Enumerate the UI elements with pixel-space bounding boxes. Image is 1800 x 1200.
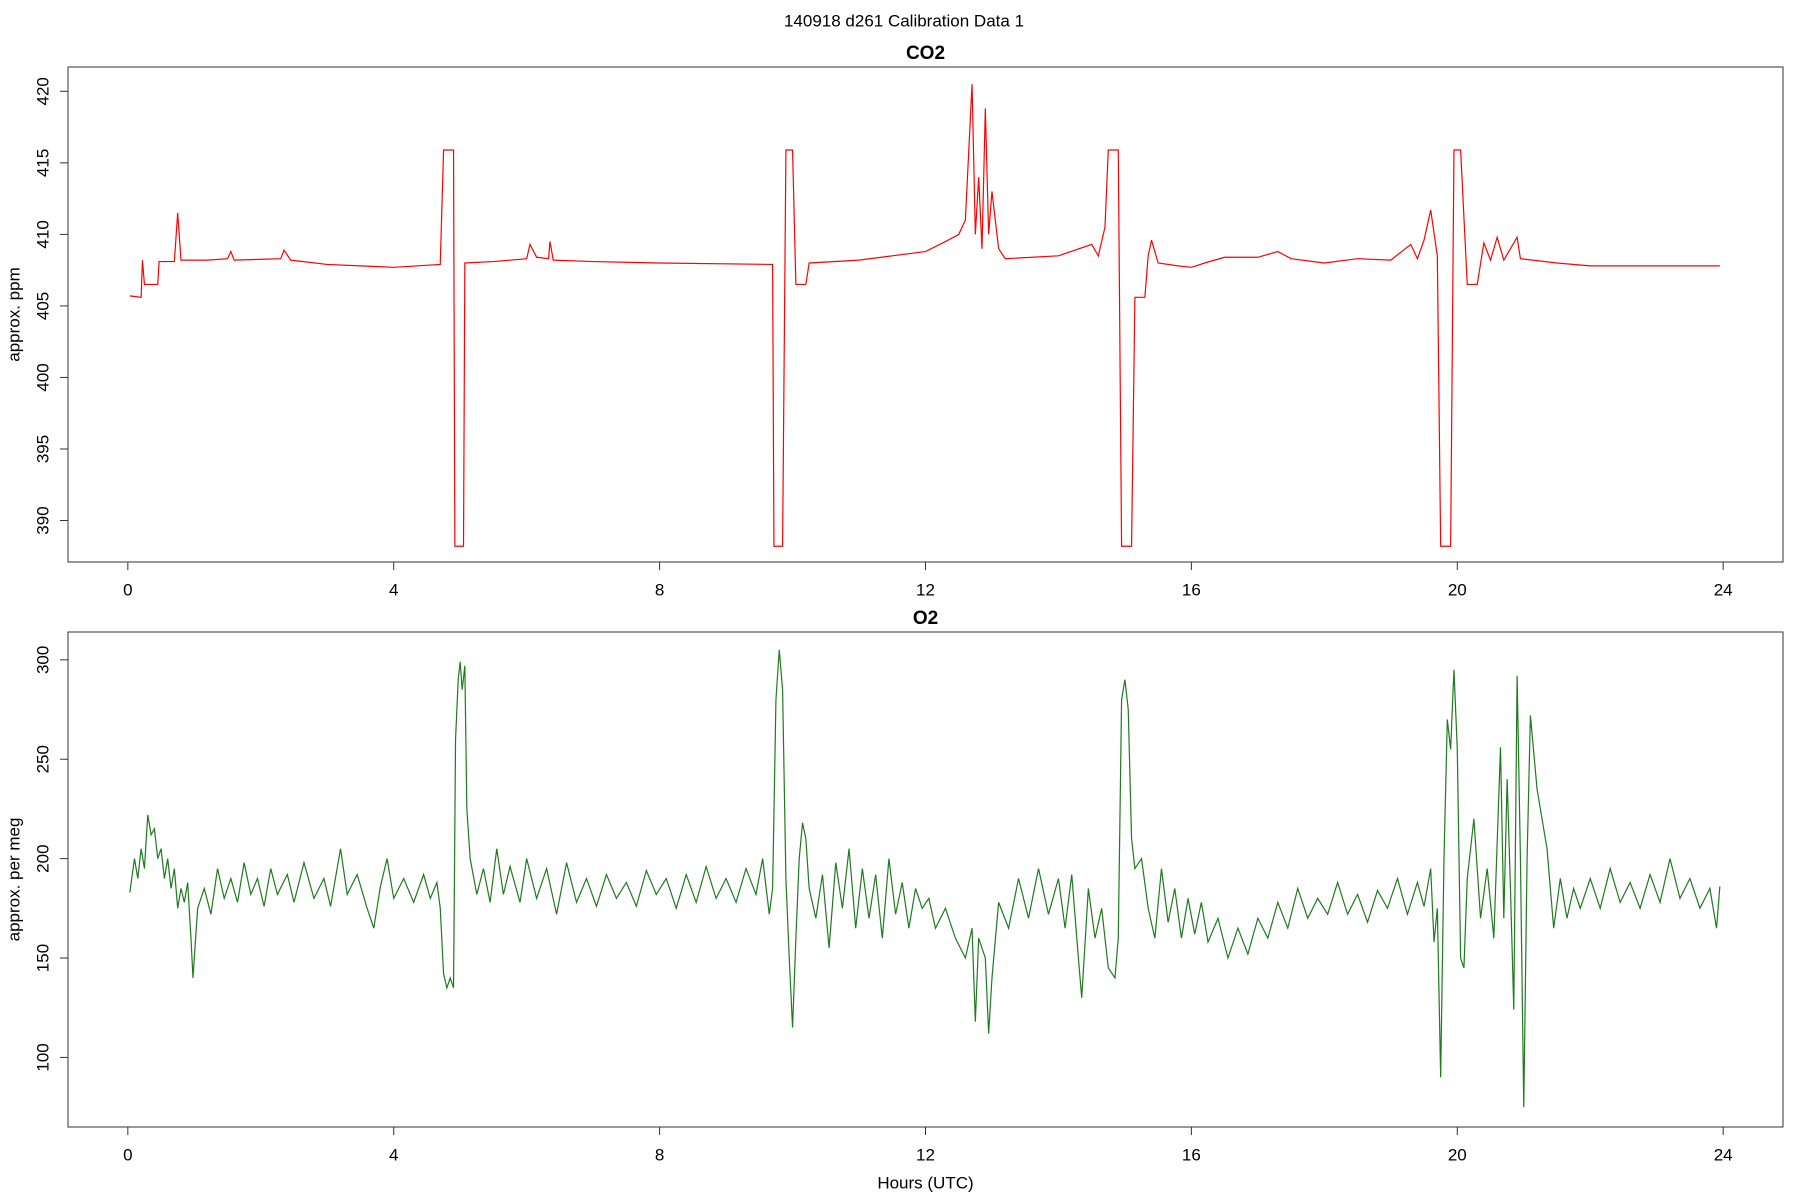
x-tick-label: 12: [916, 580, 935, 599]
y-tick-label: 390: [33, 506, 52, 534]
x-tick-label: 20: [1448, 580, 1467, 599]
x-tick-label: 8: [655, 580, 664, 599]
x-tick-label: 8: [655, 1145, 664, 1164]
y-tick-label: 405: [33, 292, 52, 320]
y-tick-label: 100: [33, 1043, 52, 1071]
data-line: [129, 84, 1720, 547]
x-tick-label: 0: [123, 1145, 132, 1164]
figure-title: 140918 d261 Calibration Data 1: [784, 11, 1024, 30]
x-tick-label: 4: [389, 580, 398, 599]
plot-frame: [67, 66, 1784, 563]
panel-title: CO2: [906, 43, 945, 64]
x-tick-label: 24: [1714, 580, 1733, 599]
x-tick-label: 12: [916, 1145, 935, 1164]
y-tick-label: 415: [33, 149, 52, 177]
y-tick-label: 410: [33, 220, 52, 248]
y-tick-label: 250: [33, 745, 52, 773]
data-line: [129, 649, 1721, 1108]
y-axis-title: approx. per meg: [4, 818, 23, 942]
x-tick-label: 20: [1448, 1145, 1467, 1164]
y-tick-label: 300: [33, 646, 52, 674]
y-tick-label: 420: [33, 77, 52, 105]
x-tick-label: 4: [389, 1145, 398, 1164]
x-axis-title: Hours (UTC): [877, 1173, 973, 1192]
y-tick-label: 400: [33, 363, 52, 391]
panel-title: O2: [913, 608, 938, 629]
y-tick-label: 395: [33, 435, 52, 463]
x-tick-label: 0: [123, 580, 132, 599]
plot-frame: [67, 631, 1784, 1128]
y-axis-title: approx. ppm: [4, 267, 23, 362]
x-tick-label: 24: [1714, 1145, 1733, 1164]
y-tick-label: 150: [33, 944, 52, 972]
y-tick-label: 200: [33, 844, 52, 872]
x-tick-label: 16: [1182, 1145, 1201, 1164]
x-tick-label: 16: [1182, 580, 1201, 599]
